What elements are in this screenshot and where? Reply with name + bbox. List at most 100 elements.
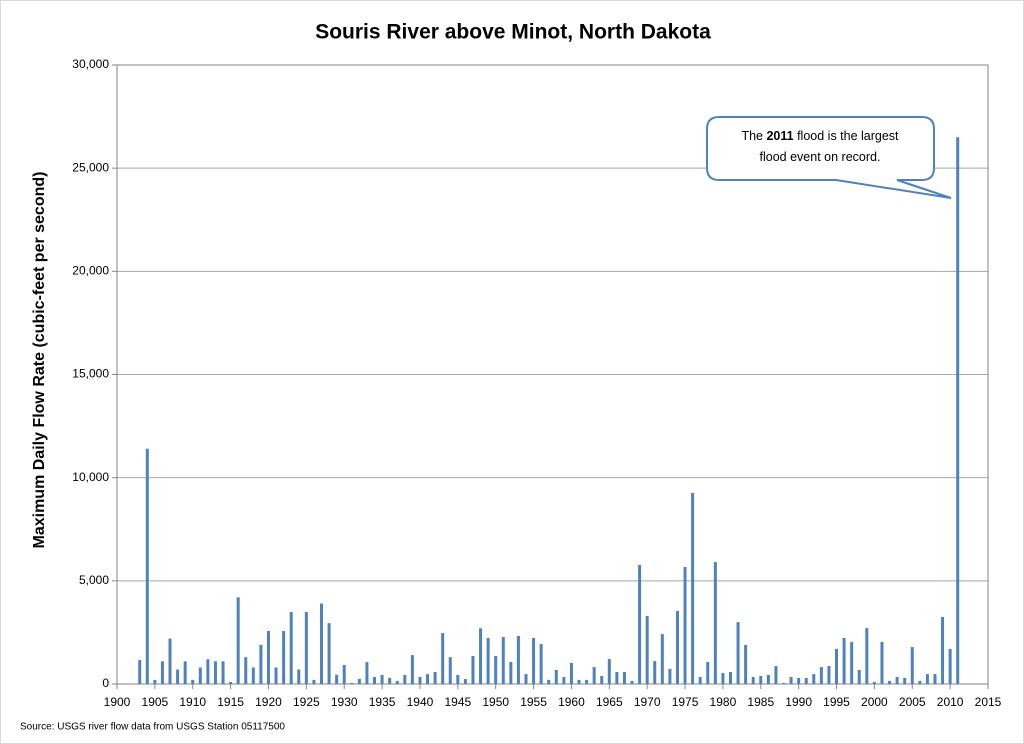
- x-tick-label: 2010: [937, 695, 964, 709]
- bar: [835, 648, 839, 684]
- bar: [501, 636, 505, 684]
- bar: [403, 674, 407, 684]
- x-tick-label: 1905: [142, 695, 169, 709]
- bar: [683, 567, 687, 684]
- bar: [615, 672, 619, 684]
- bar: [274, 667, 278, 684]
- bar: [653, 661, 657, 684]
- callout-text: flood event on record.: [760, 150, 881, 164]
- x-tick-label: 1945: [444, 695, 471, 709]
- bar: [289, 611, 293, 684]
- y-tick-label: 25,000: [72, 160, 109, 174]
- source-note: Source: USGS river flow data from USGS S…: [20, 722, 285, 733]
- bar: [479, 628, 483, 684]
- bar: [910, 647, 914, 684]
- bar: [524, 674, 528, 684]
- bar: [918, 680, 922, 684]
- callout: The 2011 flood is the largest flood event…: [706, 116, 952, 199]
- bar: [486, 637, 490, 684]
- bar: [736, 622, 740, 684]
- callout-text: The 2011 flood is the largest: [741, 129, 899, 143]
- bar: [297, 669, 301, 684]
- plot-area: 0 5,000 10,000 15,000 20,000 25,000 30,000 1900…: [72, 57, 1001, 709]
- bar: [304, 611, 308, 684]
- bar: [251, 667, 255, 684]
- bar: [153, 679, 157, 684]
- callout-span: The: [741, 129, 766, 143]
- x-tick-label: 1970: [634, 695, 661, 709]
- bar: [532, 637, 536, 684]
- bar: [675, 610, 679, 684]
- bar: [426, 674, 430, 684]
- bar: [312, 679, 316, 684]
- x-tick-label: 1920: [255, 695, 282, 709]
- bar: [539, 643, 543, 684]
- bar: [471, 655, 475, 684]
- bar: [176, 669, 180, 684]
- bar: [766, 674, 770, 684]
- bar: [562, 676, 566, 684]
- bar: [145, 448, 149, 684]
- bar: [706, 661, 710, 684]
- bar: [183, 661, 187, 684]
- bar: [266, 630, 270, 684]
- bar: [350, 682, 354, 684]
- bar: [138, 660, 142, 684]
- y-tick-label: 20,000: [72, 264, 109, 278]
- bar: [880, 641, 884, 684]
- callout-span: flood event on record.: [760, 150, 881, 164]
- x-tick-label: 1990: [785, 695, 812, 709]
- bar: [357, 678, 361, 684]
- bar: [850, 641, 854, 684]
- bar: [441, 633, 445, 684]
- bar: [516, 635, 520, 684]
- bar: [433, 672, 437, 684]
- bar: [388, 677, 392, 684]
- bar: [380, 674, 384, 684]
- bar: [888, 680, 892, 684]
- y-axis-label: Maximum Daily Flow Rate (cubic-feet per …: [31, 172, 48, 549]
- bar: [600, 675, 604, 684]
- bar: [463, 679, 467, 684]
- x-tick-label: 1930: [331, 695, 358, 709]
- y-tick-label: 15,000: [72, 367, 109, 381]
- bar: [751, 676, 755, 684]
- bar: [607, 659, 611, 684]
- x-tick-label: 1940: [407, 695, 434, 709]
- x-tick-label: 1910: [179, 695, 206, 709]
- bar: [660, 634, 664, 684]
- bar: [410, 655, 414, 684]
- bar: [554, 669, 558, 684]
- x-tick-label: 1935: [369, 695, 396, 709]
- bar: [782, 682, 786, 684]
- y-tick-label: 30,000: [72, 57, 109, 71]
- bar: [630, 680, 634, 684]
- bar: [585, 679, 589, 684]
- callout-span: 2011: [766, 129, 793, 143]
- bar: [698, 676, 702, 684]
- bar: [395, 680, 399, 684]
- callout-bubble: [706, 116, 952, 199]
- bar: [744, 645, 748, 684]
- bar: [872, 681, 876, 684]
- bar: [812, 674, 816, 684]
- bar: [509, 661, 513, 684]
- bar: [198, 667, 202, 684]
- bar: [577, 679, 581, 684]
- bar: [191, 679, 195, 684]
- bar: [804, 678, 808, 684]
- x-tick-label: 1925: [293, 695, 320, 709]
- bar: [728, 672, 732, 684]
- bar: [244, 657, 248, 684]
- bar: [759, 675, 763, 684]
- bar: [827, 666, 831, 684]
- bar: [645, 615, 649, 684]
- chart-title: Souris River above Minot, North Dakota: [315, 21, 711, 44]
- x-tick-label: 1955: [520, 695, 547, 709]
- bar: [933, 674, 937, 684]
- bar: [547, 679, 551, 684]
- bar: [418, 676, 422, 684]
- bar: [865, 628, 869, 684]
